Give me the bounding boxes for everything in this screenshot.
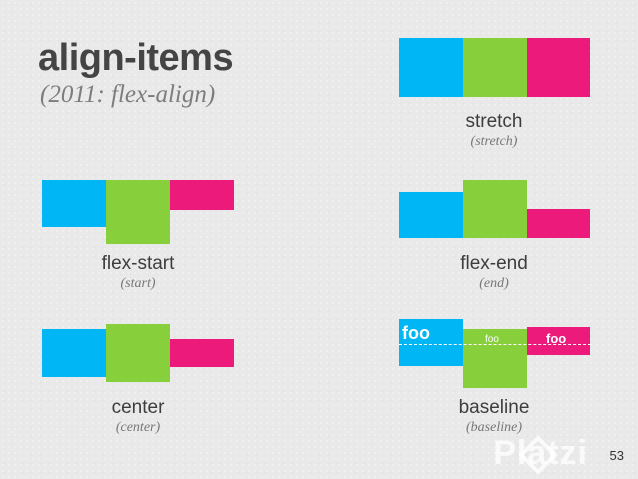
baseline-foo-medium: foo — [546, 331, 567, 346]
baseline-green-box — [463, 329, 527, 388]
page-number: 53 — [609, 448, 624, 463]
baseline-cyan-box — [399, 319, 463, 366]
center-cyan-box — [42, 329, 106, 377]
flex-end-sublabel: (end) — [479, 276, 509, 291]
center-green-box — [106, 324, 170, 382]
stretch-green-box — [463, 38, 527, 97]
center-magenta-box — [170, 339, 234, 367]
flex-end-magenta-box — [527, 209, 590, 238]
center-label: center — [111, 397, 165, 418]
flex-start-magenta-box — [170, 180, 234, 210]
baseline-sublabel: (baseline) — [466, 420, 522, 435]
platzi-watermark: Platzi — [493, 434, 588, 472]
slide-title: align-items — [38, 37, 234, 79]
slide-subtitle: (2011: flex-align) — [40, 81, 216, 108]
flex-start-cyan-box — [42, 180, 106, 227]
stretch-magenta-box — [527, 38, 590, 97]
flex-start-label: flex-start — [101, 253, 175, 274]
flex-end-label: flex-end — [460, 253, 528, 274]
stretch-cyan-box — [399, 38, 463, 97]
baseline-label: baseline — [458, 397, 530, 418]
flex-end-green-box — [463, 180, 527, 238]
baseline-guide-line — [399, 344, 591, 345]
flex-start-sublabel: (start) — [120, 276, 156, 291]
stretch-sublabel: (stretch) — [470, 134, 518, 149]
baseline-foo-large: foo — [402, 323, 430, 343]
flex-start-green-box — [106, 180, 170, 244]
flex-end-cyan-box — [399, 192, 463, 238]
baseline-magenta-box — [527, 327, 590, 355]
baseline-foo-small: foo — [485, 334, 499, 345]
center-sublabel: (center) — [115, 420, 161, 435]
stretch-label: stretch — [465, 111, 523, 132]
